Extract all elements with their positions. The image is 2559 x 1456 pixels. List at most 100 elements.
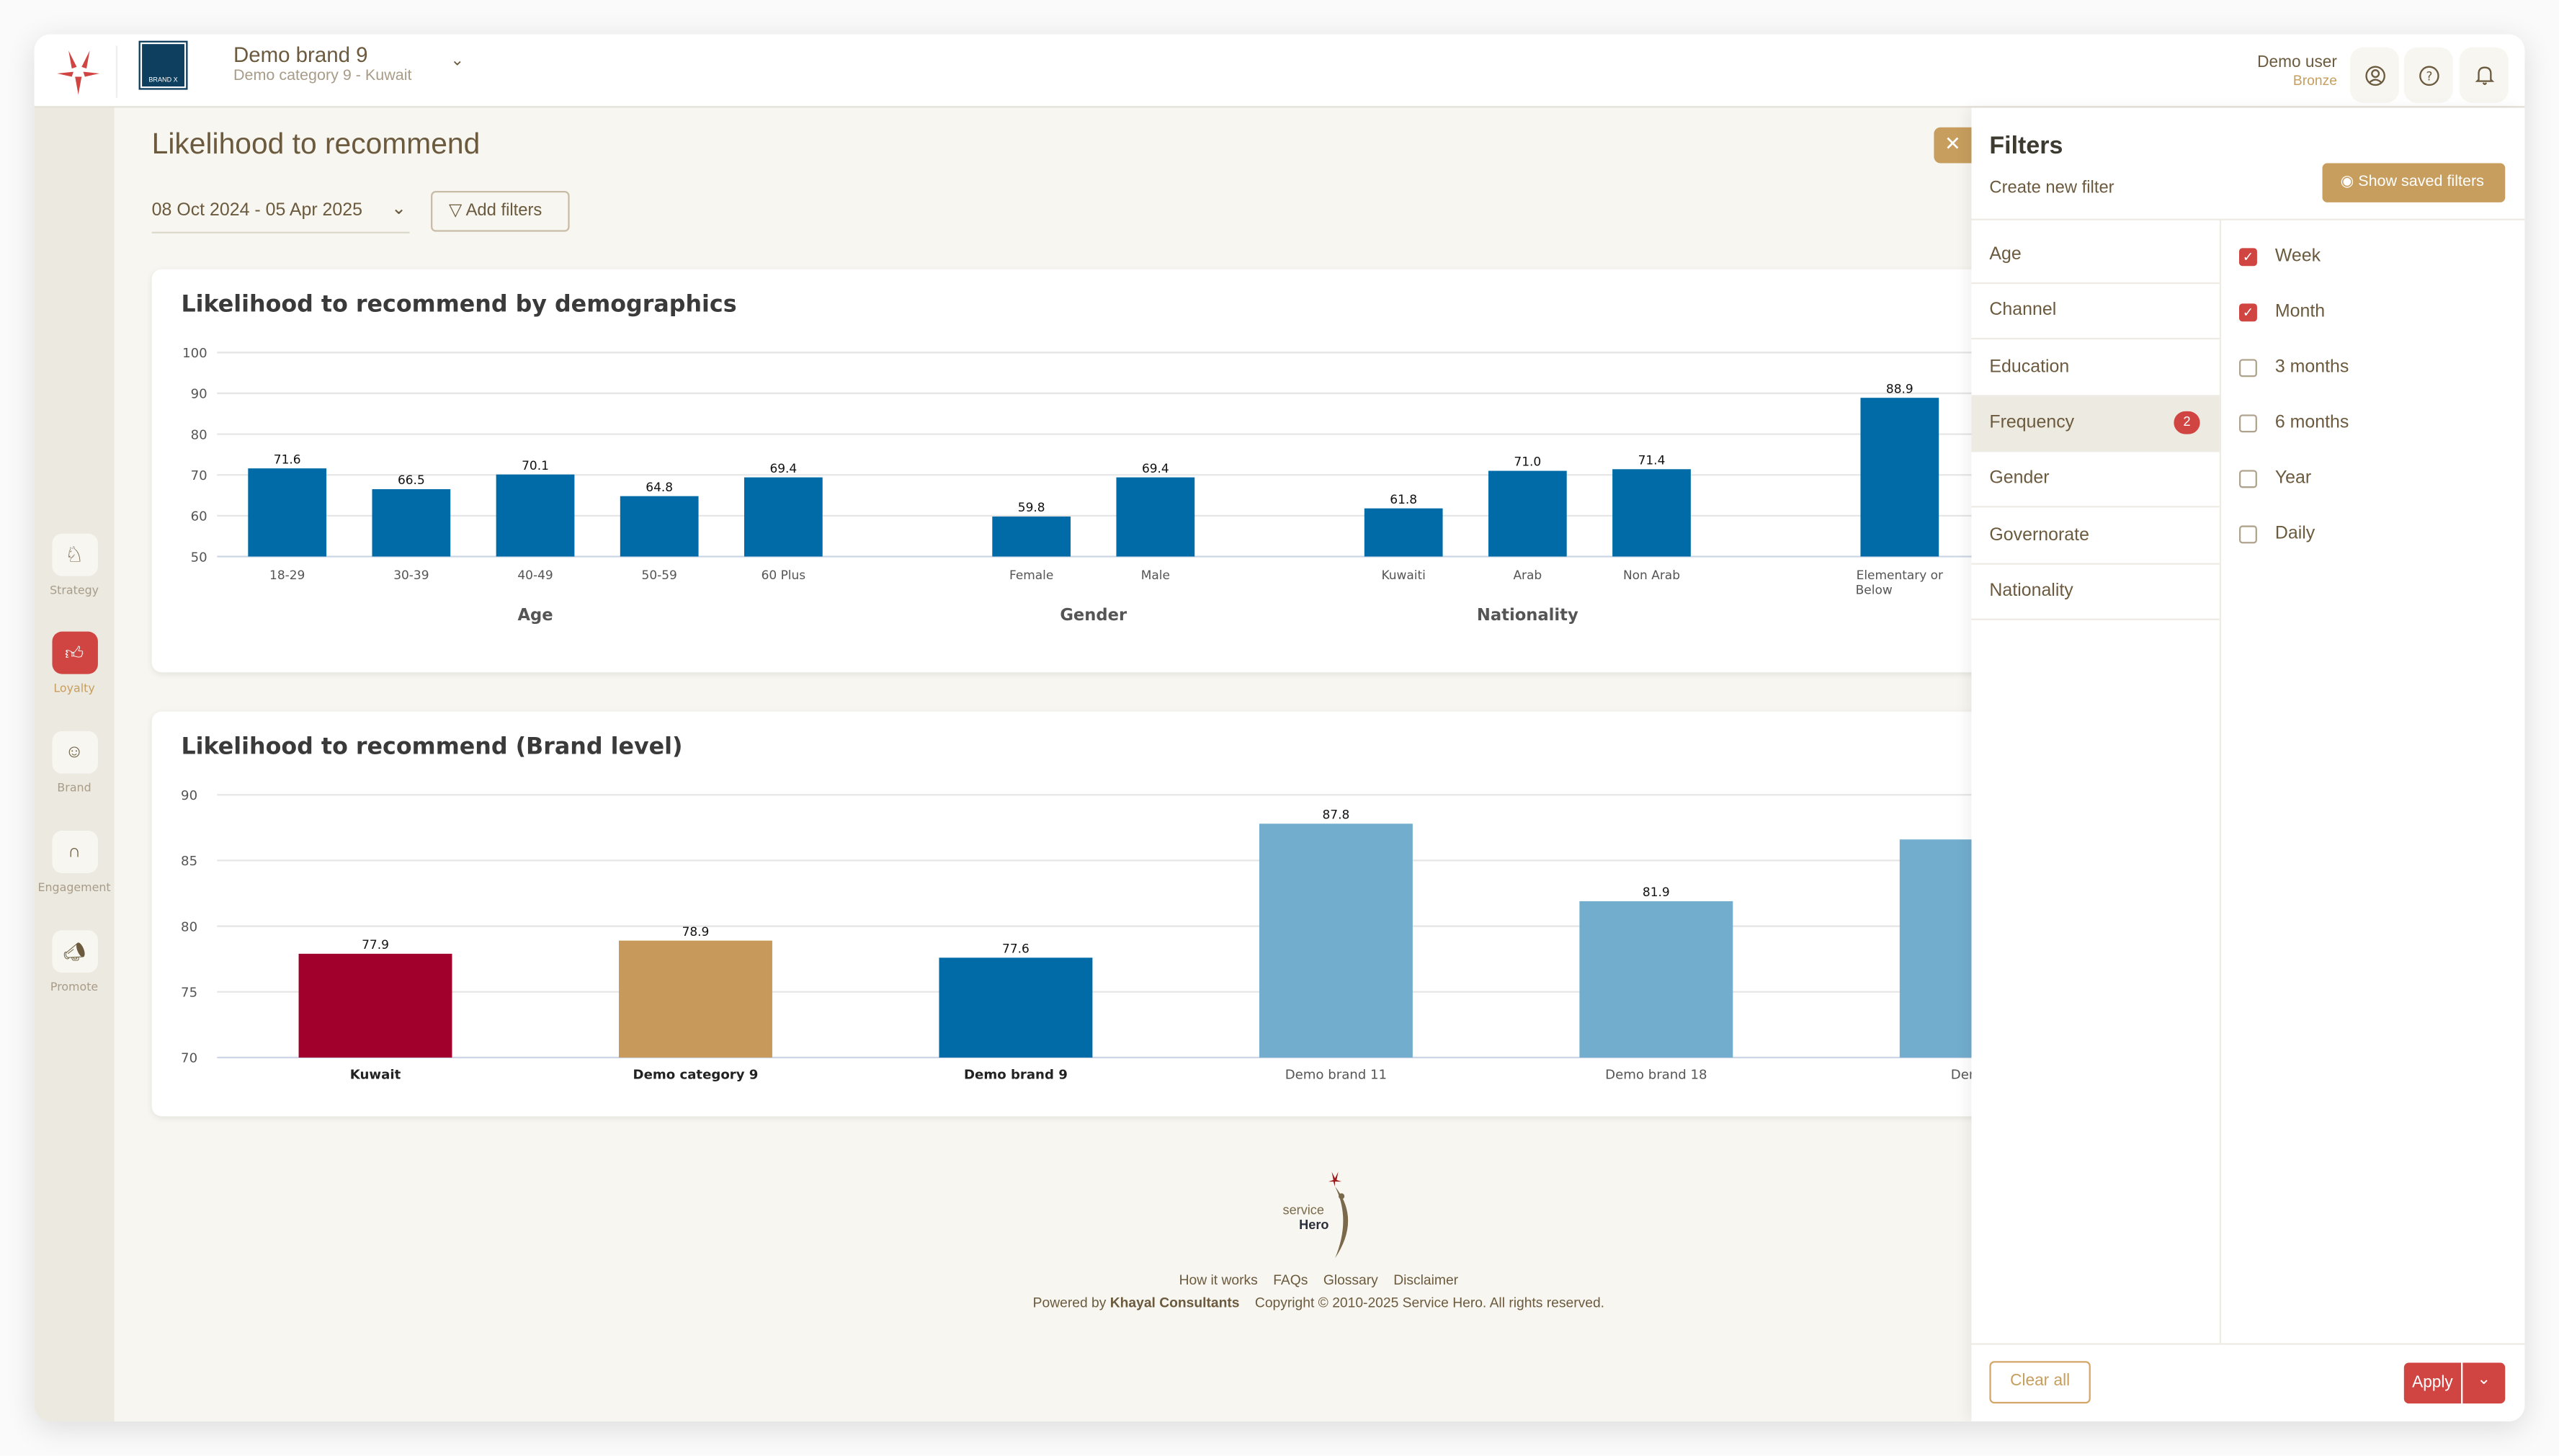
filter-category-gender[interactable]: Gender <box>1971 452 2220 508</box>
y-tick-label: 90 <box>181 788 197 803</box>
checkbox[interactable] <box>2239 358 2257 377</box>
bar <box>496 474 575 557</box>
checkbox[interactable] <box>2239 414 2257 432</box>
y-tick-label: 80 <box>191 427 207 442</box>
option-label: Year <box>2274 468 2312 488</box>
demographics-chart-card: Likelihood to recommend by demographics … <box>151 269 1996 673</box>
profile-button[interactable] <box>2350 47 2400 103</box>
option-week[interactable]: ✓ Week <box>2239 246 2321 266</box>
filter-category-frequency[interactable]: Frequency 2 <box>1971 396 2220 452</box>
y-tick-label: 70 <box>191 468 207 483</box>
x-tick-label: 30-39 <box>393 568 429 583</box>
footer-link-disclaimer[interactable]: Disclaimer <box>1393 1271 1459 1288</box>
brand-selector[interactable]: Demo brand 9 Demo category 9 - Kuwait <box>233 43 412 85</box>
bar <box>248 468 327 557</box>
data-label: 69.4 <box>1142 462 1169 476</box>
footer-link-faqs[interactable]: FAQs <box>1273 1271 1308 1288</box>
add-filters-button[interactable]: ▽ Add filters <box>431 191 570 232</box>
powered-by-company[interactable]: Khayal Consultants <box>1109 1294 1240 1311</box>
x-tick-label: Kuwaiti <box>1381 568 1425 583</box>
filter-category-age[interactable]: Age <box>1971 228 2220 285</box>
close-filters-button[interactable]: ✕ <box>1934 127 1972 164</box>
option-label: 6 months <box>2274 413 2349 433</box>
user-name: Demo user <box>2257 53 2337 72</box>
data-label: 81.9 <box>1643 885 1670 900</box>
bar <box>1612 469 1691 557</box>
sidebar-item-label: Engagement <box>37 881 111 895</box>
sidebar-item-engagement[interactable]: ∩ Engagement <box>35 831 115 894</box>
footer-link-how-it-works[interactable]: How it works <box>1179 1271 1258 1288</box>
x-tick-label: Female <box>1009 568 1053 583</box>
brand-logo-text: BRAND X <box>148 75 178 84</box>
show-saved-filters-button[interactable]: ◉ Show saved filters <box>2322 163 2506 202</box>
option-month[interactable]: ✓ Month <box>2239 302 2325 321</box>
create-new-filter-label: Create new filter <box>1989 177 2114 198</box>
bar <box>620 496 699 557</box>
y-tick-label: 50 <box>191 550 207 565</box>
help-icon: ? <box>2419 65 2439 85</box>
app-logo-icon[interactable] <box>54 48 103 97</box>
sidebar-item-loyalty[interactable]: 👍︎ Loyalty <box>35 631 115 695</box>
filter-category-label: Education <box>1989 357 2070 378</box>
chevron-down-icon: ⌄ <box>391 199 407 219</box>
x-tick-label: Demo brand 18 <box>1605 1067 1707 1082</box>
powered-by-text: Powered by <box>1032 1294 1107 1311</box>
x-tick-label: 18-29 <box>269 568 305 583</box>
checkbox[interactable] <box>2239 469 2257 488</box>
x-tick-label: Arab <box>1513 568 1542 583</box>
filter-category-education[interactable]: Education <box>1971 341 2220 397</box>
y-tick-label: 70 <box>181 1051 197 1066</box>
sidebar-item-brand[interactable]: ☺ Brand <box>35 731 115 795</box>
thumbs-up-star-icon: 👍︎ <box>51 631 97 674</box>
divider <box>1971 1343 2525 1345</box>
data-label: 71.6 <box>274 452 301 467</box>
filter-category-label: Channel <box>1989 300 2057 321</box>
option-daily[interactable]: Daily <box>2239 524 2315 543</box>
x-tick-label: Elementary or <box>1857 568 1943 583</box>
demographics-bar-chart: 50 60 70 80 90 100 71.6 18-29 66.5 30-39 70.1 40-49… <box>182 346 1996 625</box>
filter-icon: ▽ <box>448 200 463 220</box>
help-button[interactable]: ? <box>2403 47 2453 103</box>
option-label: Month <box>2274 302 2326 322</box>
filter-category-channel[interactable]: Channel <box>1971 284 2220 340</box>
filter-category-label: Frequency <box>1989 413 2075 433</box>
add-filters-label: Add filters <box>465 200 542 220</box>
brand-name: Demo brand 9 <box>233 42 368 67</box>
bell-icon <box>2474 66 2494 85</box>
bar <box>1579 901 1733 1058</box>
checkbox-checked[interactable]: ✓ <box>2239 303 2257 321</box>
filter-category-label: Governorate <box>1989 525 2089 545</box>
filter-category-nationality[interactable]: Nationality <box>1971 565 2220 620</box>
y-tick-label: 100 <box>182 346 207 361</box>
filter-category-governorate[interactable]: Governorate <box>1971 509 2220 565</box>
footer-link-glossary[interactable]: Glossary <box>1323 1271 1378 1288</box>
checkbox-checked[interactable]: ✓ <box>2239 247 2257 266</box>
user-icon <box>2364 65 2385 85</box>
apply-button[interactable]: Apply <box>2403 1362 2462 1404</box>
data-label: 77.6 <box>1002 942 1030 957</box>
x-tick-label: Below <box>1856 584 1893 598</box>
option-3-months[interactable]: 3 months <box>2239 357 2349 377</box>
sidebar-item-strategy[interactable]: ♘ Strategy <box>35 533 115 597</box>
top-header: BRAND X Demo brand 9 Demo category 9 - K… <box>34 34 2525 108</box>
bar <box>1488 470 1567 557</box>
clear-all-button[interactable]: Clear all <box>1989 1361 2091 1404</box>
sidebar-item-promote[interactable]: 📣︎ Promote <box>35 930 115 994</box>
x-tick-label: Kuwait <box>350 1067 401 1082</box>
apply-options-dropdown[interactable]: ⌄ <box>2462 1362 2506 1404</box>
option-year[interactable]: Year <box>2239 468 2311 488</box>
option-6-months[interactable]: 6 months <box>2239 413 2349 432</box>
chevron-down-icon: ⌄ <box>2477 1370 2491 1389</box>
chevron-down-icon[interactable]: ⌄ <box>450 52 465 71</box>
option-label: 3 months <box>2274 357 2349 378</box>
user-info[interactable]: Demo user Bronze <box>2257 54 2337 89</box>
date-range-picker[interactable]: 08 Oct 2024 - 05 Apr 2025 ⌄ <box>151 199 410 233</box>
eye-icon: ◉ <box>2340 173 2354 192</box>
checkbox[interactable] <box>2239 524 2257 543</box>
notifications-button[interactable] <box>2459 47 2509 103</box>
x-tick-label: Demo category 9 <box>633 1067 759 1082</box>
bar <box>619 940 772 1058</box>
chart-title: Likelihood to recommend (Brand level) <box>181 734 683 761</box>
selected-count-badge: 2 <box>2174 411 2200 434</box>
date-range-value: 08 Oct 2024 - 05 Apr 2025 <box>151 200 363 220</box>
